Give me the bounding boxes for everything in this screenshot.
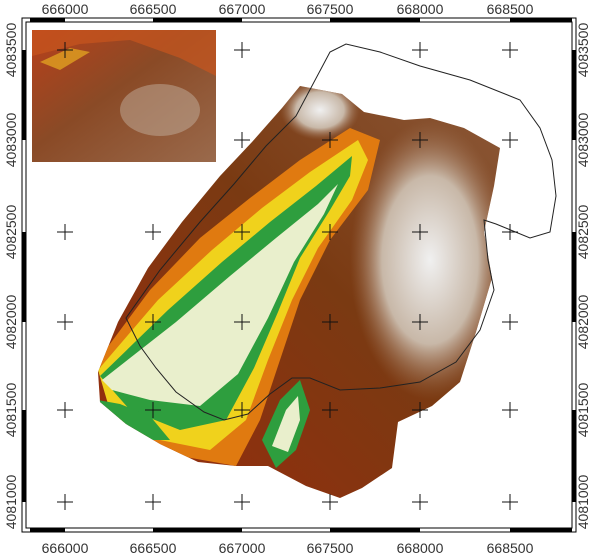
left-axis-labels: 4083500 4083000 4082500 4082000 4081500 …: [3, 23, 19, 530]
y-tick-label-left: 4083000: [3, 113, 19, 168]
y-tick-label-left: 4082000: [3, 295, 19, 350]
y-tick-label-right: 4081500: [575, 383, 590, 438]
y-tick-label-right: 4082500: [575, 205, 590, 260]
y-tick-label-left: 4081000: [3, 475, 19, 530]
y-tick-label-right: 4082000: [575, 295, 590, 350]
inset-image: [32, 30, 216, 162]
y-tick-label-right: 4083500: [575, 23, 590, 78]
x-tick-label-top: 668500: [487, 1, 534, 17]
right-axis-labels: 4083500 4083000 4082500 4082000 4081500 …: [575, 23, 590, 530]
x-tick-label-bottom: 667000: [219, 540, 266, 556]
x-tick-label-top: 667000: [219, 1, 266, 17]
x-tick-label-bottom: 667500: [307, 540, 354, 556]
bottom-axis-labels: 666000 666500 667000 667500 668000 66850…: [42, 540, 534, 556]
x-tick-label-bottom: 666000: [42, 540, 89, 556]
grid-crosses: [57, 42, 518, 510]
x-tick-label-top: 666500: [130, 1, 177, 17]
top-axis-labels: 666000 666500 667000 667500 668000 66850…: [42, 1, 534, 17]
x-tick-label-top: 667500: [307, 1, 354, 17]
y-tick-label-left: 4081500: [3, 383, 19, 438]
x-tick-label-bottom: 668000: [397, 540, 444, 556]
y-tick-label-left: 4082500: [3, 205, 19, 260]
map-frame: [21, 17, 577, 533]
x-tick-label-bottom: 666500: [130, 540, 177, 556]
x-tick-label-top: 668000: [397, 1, 444, 17]
x-tick-label-top: 666000: [42, 1, 89, 17]
study-area-boundary: [125, 43, 557, 421]
y-tick-label-left: 4083500: [3, 23, 19, 78]
y-tick-label-right: 4083000: [575, 113, 590, 168]
y-tick-label-right: 4081000: [575, 475, 590, 530]
x-tick-label-bottom: 668500: [487, 540, 534, 556]
